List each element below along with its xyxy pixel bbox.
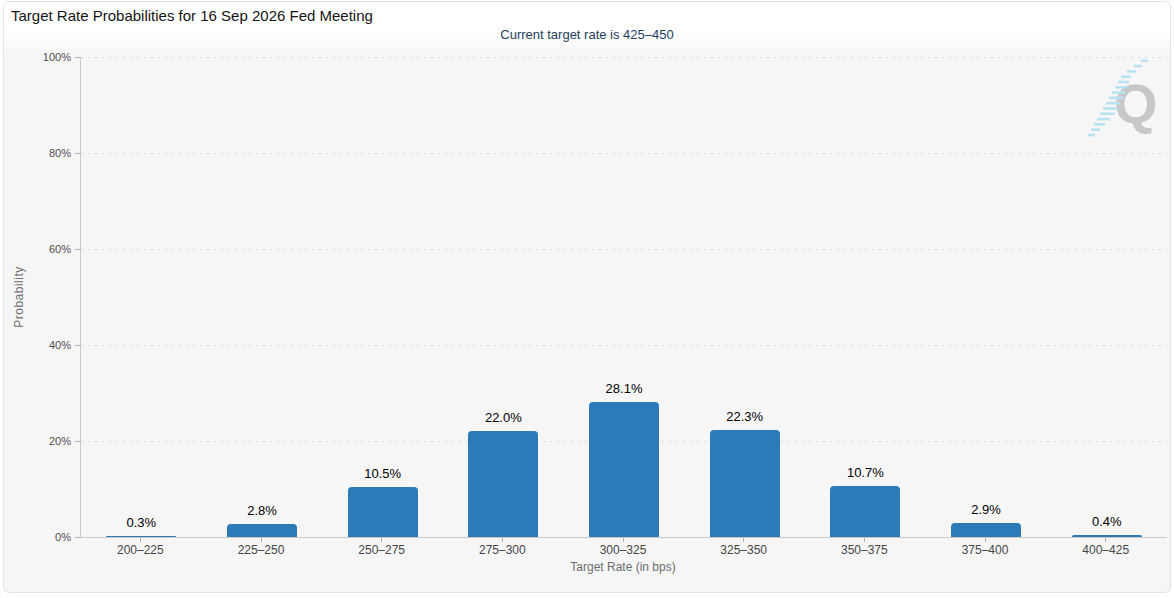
bar-slot: 28.1% [564,57,685,537]
y-tick-label: 60% [49,242,71,256]
y-tick-label: 100% [43,50,71,64]
x-tick-label: 325–350 [720,543,767,557]
bar-value-label: 2.9% [926,502,1047,517]
chart-title: Target Rate Probabilities for 16 Sep 202… [11,7,373,24]
x-tick-label: 300–325 [600,543,647,557]
bar-325–350[interactable] [710,430,780,537]
bar-400–425[interactable] [1072,535,1142,537]
bar-slot: 10.5% [322,57,443,537]
x-category-slot: 300–325 [563,538,684,557]
x-axis-labels: 200–225 225–250 250–275 275–300 300–325 325–3… [80,538,1166,557]
bar-slot: 10.7% [805,57,926,537]
bar-225–250[interactable] [227,524,297,537]
fedwatch-chart-page: Target Rate Probabilities for 16 Sep 202… [0,0,1174,598]
x-category-slot: 200–225 [80,538,201,557]
x-tick-label: 225–250 [238,543,285,557]
bar-300–325[interactable] [589,402,659,537]
x-tick-mark [381,538,382,542]
x-category-slot: 400–425 [1045,538,1166,557]
x-tick-mark [140,538,141,542]
x-tick-mark [743,538,744,542]
bar-slot: 0.4% [1046,57,1167,537]
x-tick-label: 250–275 [358,543,405,557]
x-category-slot: 325–350 [683,538,804,557]
y-tick-label: 40% [49,338,71,352]
x-tick-label: 375–400 [962,543,1009,557]
x-tick-label: 350–375 [841,543,888,557]
y-axis-labels: 0%20%40%60%80%100% [0,57,80,537]
bar-250–275[interactable] [348,487,418,537]
x-tick-mark [261,538,262,542]
x-axis-title: Target Rate (in bps) [80,560,1166,574]
bar-350–375[interactable] [830,486,900,537]
bar-slot: 22.3% [684,57,805,537]
x-tick-label: 275–300 [479,543,526,557]
bar-value-label: 2.8% [202,503,323,518]
x-category-slot: 275–300 [442,538,563,557]
bar-slot: 2.8% [202,57,323,537]
bar-slot: 22.0% [443,57,564,537]
x-category-slot: 375–400 [925,538,1046,557]
bar-slot: 0.3% [81,57,202,537]
bar-value-label: 22.0% [443,410,564,425]
x-tick-label: 200–225 [117,543,164,557]
bar-value-label: 0.4% [1046,514,1167,529]
bar-value-label: 22.3% [684,409,805,424]
bar-375–400[interactable] [951,523,1021,537]
x-tick-mark [623,538,624,542]
x-tick-mark [502,538,503,542]
bar-275–300[interactable] [468,431,538,537]
x-category-slot: 250–275 [321,538,442,557]
x-tick-label: 400–425 [1082,543,1129,557]
bar-value-label: 0.3% [81,515,202,530]
bar-slot: 2.9% [926,57,1047,537]
plot-area: 0.3%2.8% 10.5% 22.0%28.1% 22.3% 10.7% 2.9%0.4… [80,57,1167,538]
y-tick-label: 20% [49,434,71,448]
bar-value-label: 10.5% [322,466,443,481]
x-tick-mark [1105,538,1106,542]
y-tick-label: 0% [55,530,71,544]
chart-subtitle: Current target rate is 425–450 [0,27,1174,42]
x-category-slot: 350–375 [804,538,925,557]
bars-layer: 0.3%2.8% 10.5% 22.0%28.1% 22.3% 10.7% 2.9%0.4… [81,57,1167,537]
x-category-slot: 225–250 [201,538,322,557]
x-tick-mark [985,538,986,542]
bar-value-label: 28.1% [564,381,685,396]
y-tick-label: 80% [49,146,71,160]
x-tick-mark [864,538,865,542]
bar-200–225[interactable] [106,536,176,537]
bar-value-label: 10.7% [805,465,926,480]
